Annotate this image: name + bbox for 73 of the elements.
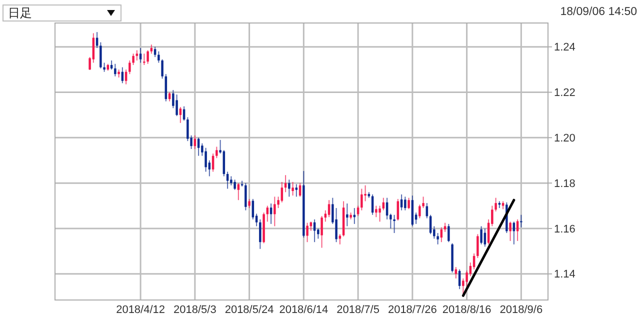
candlestick	[404, 196, 406, 211]
y-tick-label: 1.18	[554, 178, 576, 190]
candlestick	[306, 222, 308, 243]
x-tick-label: 2018/5/3	[174, 304, 216, 316]
y-tick-label: 1.20	[554, 132, 576, 145]
candlestick	[393, 214, 396, 234]
candlestick	[158, 50, 160, 64]
candlestick	[480, 226, 482, 245]
candlestick	[176, 94, 178, 117]
candlestick	[328, 200, 330, 218]
candlestick	[396, 198, 400, 222]
candlestick	[274, 196, 276, 227]
candlestick	[143, 53, 146, 66]
candlestick	[103, 62, 106, 72]
candlestick	[288, 179, 290, 198]
candlestick	[444, 222, 446, 232]
x-tick-label: 2018/5/24	[224, 304, 274, 316]
candlestick	[132, 53, 134, 66]
candlestick	[244, 182, 247, 211]
candlestick	[295, 184, 298, 198]
y-tick-label: 1.14	[554, 268, 576, 281]
y-tick-label: 1.16	[554, 223, 576, 236]
candlestick	[248, 198, 250, 209]
x-tick-label: 2018/6/14	[279, 304, 328, 316]
candlestick	[360, 188, 363, 211]
candlestick	[226, 171, 229, 190]
candlestick	[418, 204, 421, 219]
candlestick	[378, 205, 381, 222]
x-tick-label: 2018/7/26	[388, 304, 437, 316]
candlestick	[259, 218, 262, 250]
candlestick	[429, 214, 432, 235]
candlestick	[150, 44, 153, 54]
candlestick	[114, 63, 116, 77]
candlestick	[422, 196, 424, 209]
candlestick	[520, 214, 522, 228]
candlestick	[136, 50, 138, 61]
candlestick	[320, 215, 323, 248]
candlestick	[186, 116, 189, 142]
candlestick	[128, 60, 131, 75]
candlestick	[509, 221, 512, 242]
candlestick	[292, 181, 294, 196]
x-tick-label: 2018/9/6	[500, 304, 543, 316]
candlestick	[146, 50, 149, 64]
candlestick	[230, 176, 232, 186]
candlestick	[139, 47, 142, 64]
candlestick	[216, 146, 218, 159]
candlestick	[161, 58, 164, 80]
candlestick	[237, 182, 240, 201]
candlestick	[234, 179, 236, 190]
candlestick	[400, 194, 403, 211]
candlestick	[436, 232, 439, 245]
candlestick	[371, 194, 374, 216]
candlestick	[408, 197, 410, 210]
candlestick	[375, 205, 378, 218]
candlestick	[335, 208, 338, 243]
candlestick	[204, 147, 207, 172]
candlestick	[110, 60, 113, 70]
x-tick-label: 2018/7/5	[336, 304, 380, 316]
candlestick	[448, 223, 450, 243]
x-tick-label: 2018/8/16	[442, 304, 492, 316]
candlestick	[280, 181, 284, 203]
text: 日足	[8, 6, 32, 20]
y-tick-label: 1.22	[554, 87, 576, 100]
candlestick	[476, 234, 479, 258]
candlestick	[346, 203, 348, 227]
candlestick	[100, 42, 102, 69]
x-tick-label: 2018/4/12	[116, 304, 166, 316]
y-tick-label: 1.24	[554, 42, 576, 54]
candlestick	[154, 46, 156, 58]
candlestick	[494, 197, 497, 212]
candlestick	[179, 106, 182, 124]
text: 18/09/06 14:50	[560, 6, 637, 18]
candlestick	[466, 270, 468, 287]
